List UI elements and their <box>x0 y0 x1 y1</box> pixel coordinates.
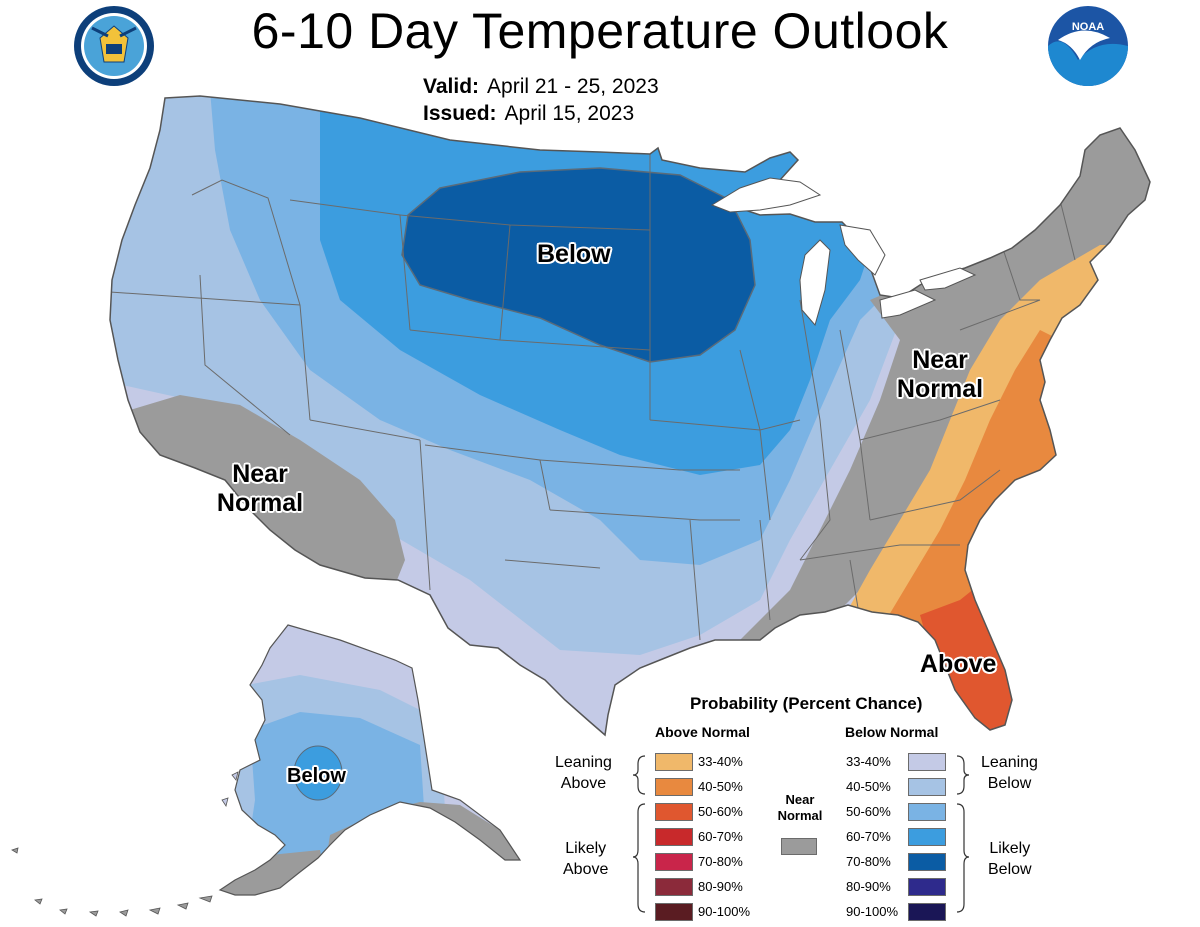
near-west-line1: Near <box>232 460 288 488</box>
legend-title: Probability (Percent Chance) <box>690 694 923 713</box>
aleutian-islands <box>11 847 213 917</box>
legend-swatch-below-5 <box>908 878 946 896</box>
legend-range-below-4: 70-80% <box>846 854 891 869</box>
page-title: 6-10 Day Temperature Outlook <box>251 3 949 59</box>
leaning-below-line2: Below <box>987 775 1032 792</box>
legend-above-header: Above Normal <box>655 724 750 740</box>
band-near-normal-west <box>110 395 405 590</box>
alaska-outline <box>218 624 522 896</box>
likely-above-line1: Likely <box>565 840 607 857</box>
band-below-70-80 <box>401 167 756 363</box>
legend-range-below-1: 40-50% <box>846 779 891 794</box>
leaning-below-line1: Leaning <box>981 754 1038 771</box>
legend-swatch-above-2 <box>655 803 693 821</box>
legend-swatch-above-3 <box>655 828 693 846</box>
department-of-commerce-seal <box>74 6 154 86</box>
near-east-line2: Normal <box>896 375 984 403</box>
legend-range-below-2: 50-60% <box>846 804 891 819</box>
legend-range-below-0: 33-40% <box>846 754 891 769</box>
great-lakes <box>710 177 977 327</box>
map-label-below-main: Below <box>537 240 611 268</box>
ak-band-below-60-70 <box>293 745 343 801</box>
legend-swatch-below-3 <box>908 828 946 846</box>
legend-range-above-1: 40-50% <box>698 779 743 794</box>
noaa-logo: NOAA <box>1048 6 1128 86</box>
near-east-line1: Near <box>912 346 968 374</box>
issued-date: Issued: April 15, 2023 <box>423 102 634 126</box>
near-west-line2: Normal <box>216 489 304 517</box>
map-label-near-normal-west: Near Normal <box>210 460 310 518</box>
legend-swatch-above-6 <box>655 903 693 921</box>
likely-below-line2: Below <box>988 861 1032 878</box>
legend-range-below-3: 60-70% <box>846 829 891 844</box>
legend-swatch-below-4 <box>908 853 946 871</box>
legend-swatch-above-1 <box>655 778 693 796</box>
legend-swatch-below-6 <box>908 903 946 921</box>
leaning-above-line1: Leaning <box>555 754 612 771</box>
legend-range-above-4: 70-80% <box>698 854 743 869</box>
legend-leaning-above: Leaning Above <box>555 752 612 794</box>
issued-value: April 15, 2023 <box>504 102 635 125</box>
noaa-logo-text: NOAA <box>1072 21 1104 33</box>
legend-leaning-below: Leaning Below <box>981 752 1038 794</box>
legend-range-above-6: 90-100% <box>698 904 751 919</box>
map-label-near-normal-east: Near Normal <box>890 346 990 404</box>
legend-swatch-below-2 <box>908 803 946 821</box>
issued-label: Issued: <box>423 102 497 125</box>
legend-swatch-above-4 <box>655 853 693 871</box>
band-near-normal-east <box>740 120 1150 660</box>
legend-near-normal-label: Near Normal <box>770 792 830 824</box>
legend-range-above-0: 33-40% <box>698 754 743 769</box>
legend-range-above-3: 60-70% <box>698 829 743 844</box>
map-label-below-alaska: Below <box>287 765 346 787</box>
legend-likely-above: Likely Above <box>563 838 608 880</box>
likely-above-line2: Above <box>563 861 609 878</box>
legend-likely-below: Likely Below <box>988 838 1032 880</box>
legend-range-below-5: 80-90% <box>846 879 891 894</box>
conus-outline <box>109 95 1151 737</box>
legend-near-normal-swatch <box>781 838 817 855</box>
legend-range-above-2: 50-60% <box>698 804 743 819</box>
legend-swatch-below-1 <box>908 778 946 796</box>
valid-label: Valid: <box>423 75 480 98</box>
valid-value: April 21 - 25, 2023 <box>487 75 659 98</box>
leaning-above-line2: Above <box>560 775 607 792</box>
legend-below-header: Below Normal <box>845 724 939 740</box>
legend-swatch-below-0 <box>908 753 946 771</box>
near-normal-line2: Normal <box>777 808 823 823</box>
valid-dates: Valid: April 21 - 25, 2023 <box>423 75 659 99</box>
map-label-above: Above <box>920 650 997 678</box>
legend-swatch-above-0 <box>655 753 693 771</box>
legend-range-above-5: 80-90% <box>698 879 743 894</box>
likely-below-line1: Likely <box>989 840 1031 857</box>
near-normal-line1: Near <box>785 792 815 807</box>
legend-range-below-6: 90-100% <box>846 904 899 919</box>
legend-swatch-above-5 <box>655 878 693 896</box>
